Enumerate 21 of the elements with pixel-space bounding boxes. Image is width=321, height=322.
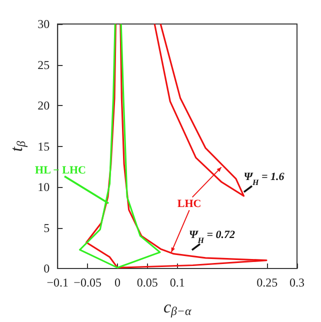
y-tick-label: 5 xyxy=(44,220,50,235)
y-tick-label: 25 xyxy=(38,58,50,72)
y-tick-label: 30 xyxy=(38,17,50,31)
x-tick-label: −0.05 xyxy=(74,276,102,290)
y-tick-label: 20 xyxy=(38,98,50,112)
annotation: LHC xyxy=(177,198,202,210)
x-tick-label: 0 xyxy=(114,276,120,290)
y-axis-title: tβ xyxy=(7,140,28,152)
annotation: Ψ$_{H}$ = 1.6 xyxy=(244,171,285,186)
x-tick-label: 0.05 xyxy=(136,276,158,290)
annotation: HL − LHC xyxy=(35,164,86,176)
y-tick-label: 10 xyxy=(38,180,50,194)
line-series xyxy=(86,23,268,268)
x-tick-label: 0.25 xyxy=(256,276,278,290)
line-series xyxy=(154,23,245,197)
y-tick-label: 15 xyxy=(38,139,50,154)
x-tick-label: 0.3 xyxy=(290,276,304,290)
x-tick-label: −0.1 xyxy=(46,276,69,290)
y-tick-label: 0 xyxy=(44,262,50,276)
x-tick-label: 0.1 xyxy=(170,276,185,290)
annotation: Ψ$_{H}$ = 0.72 xyxy=(188,229,236,244)
